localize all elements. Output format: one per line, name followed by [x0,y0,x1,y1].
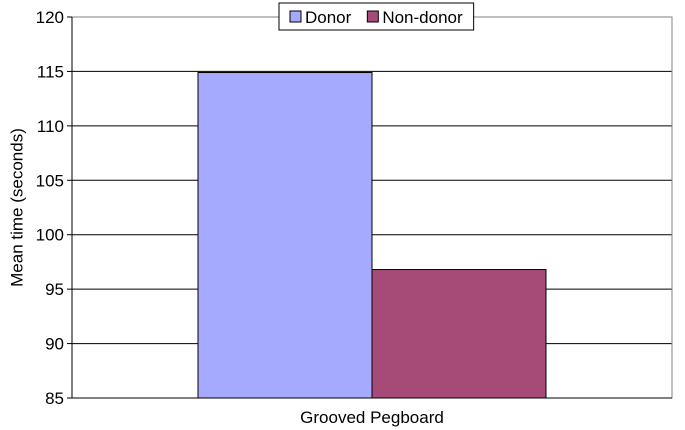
bars [197,72,547,399]
y-tick-label: 100 [36,226,64,245]
legend: Donor Non-donor [278,2,475,31]
y-tick-label: 115 [37,62,64,81]
legend-label: Donor [305,8,352,27]
axes: 85 90 95 100 105 110 115 120 Grooved Pegboard [36,8,672,427]
legend-swatch [289,10,302,23]
y-tick-label: 85 [45,389,64,408]
y-tick-label: 110 [37,117,64,136]
legend-swatch [366,10,379,23]
y-tick-label: 105 [36,171,64,190]
y-axis-label: Mean time (seconds) [7,128,26,287]
bar-non-donor [371,269,547,399]
x-tick-label: Grooved Pegboard [300,408,444,427]
y-tick-label: 90 [45,335,64,354]
bar-donor [197,72,373,399]
y-tick-label: 95 [45,280,64,299]
y-tick-label: 120 [36,8,64,27]
legend-label: Non-donor [382,8,463,27]
